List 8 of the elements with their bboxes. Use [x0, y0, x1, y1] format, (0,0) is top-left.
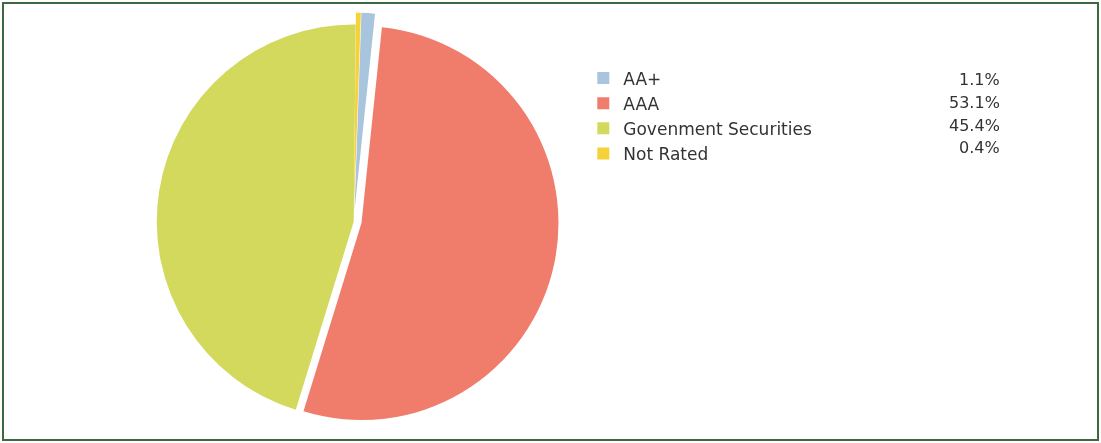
data-label: 45.4%: [949, 116, 1000, 135]
data-label: 1.1%: [959, 70, 1000, 89]
legend-label: Govenment Securities: [623, 118, 812, 139]
legend-label: AA+: [623, 68, 662, 89]
legend-label: Not Rated: [623, 144, 709, 165]
data-label: 0.4%: [959, 138, 1000, 157]
data-label: 53.1%: [949, 93, 1000, 112]
legend-label: AAA: [623, 93, 660, 114]
